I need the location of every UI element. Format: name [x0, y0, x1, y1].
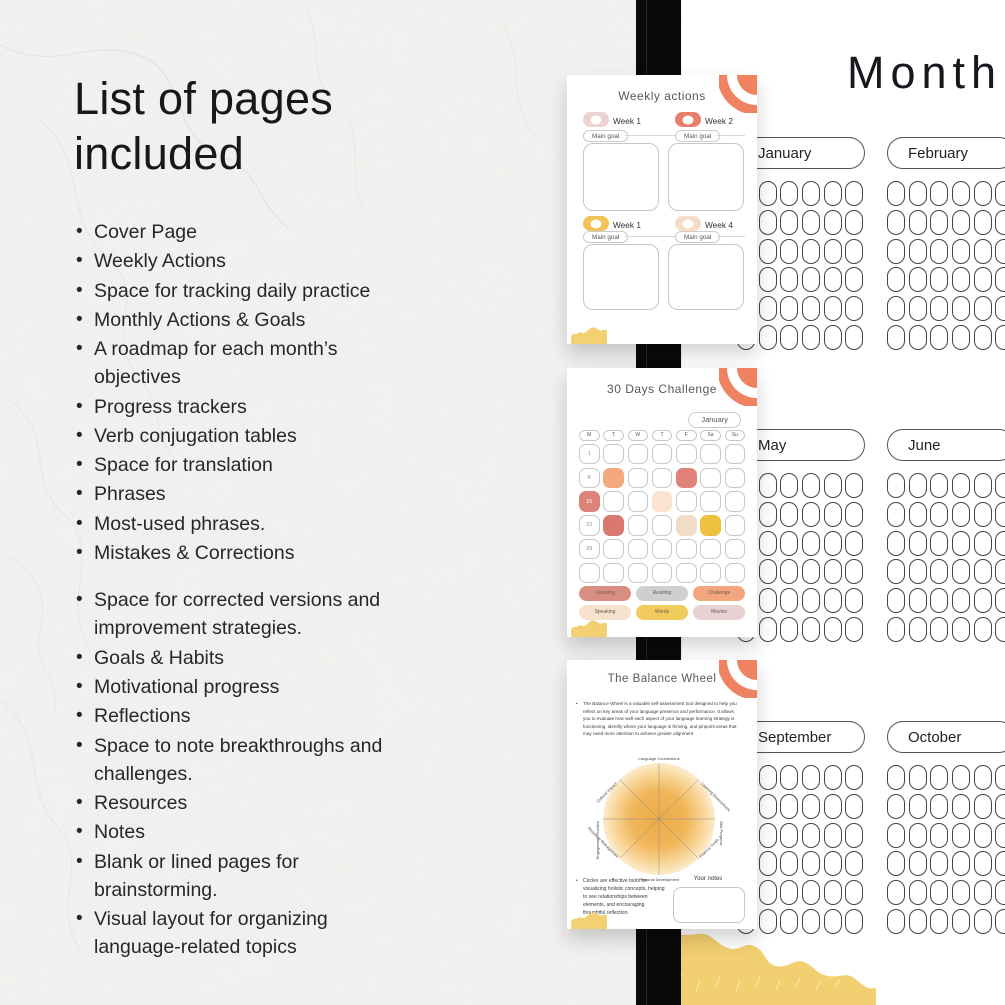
svg-text:Language Connections: Language Connections: [638, 756, 679, 761]
svg-text:Skill Progress: Skill Progress: [719, 821, 724, 845]
svg-text:Engagement Practice: Engagement Practice: [595, 820, 600, 859]
